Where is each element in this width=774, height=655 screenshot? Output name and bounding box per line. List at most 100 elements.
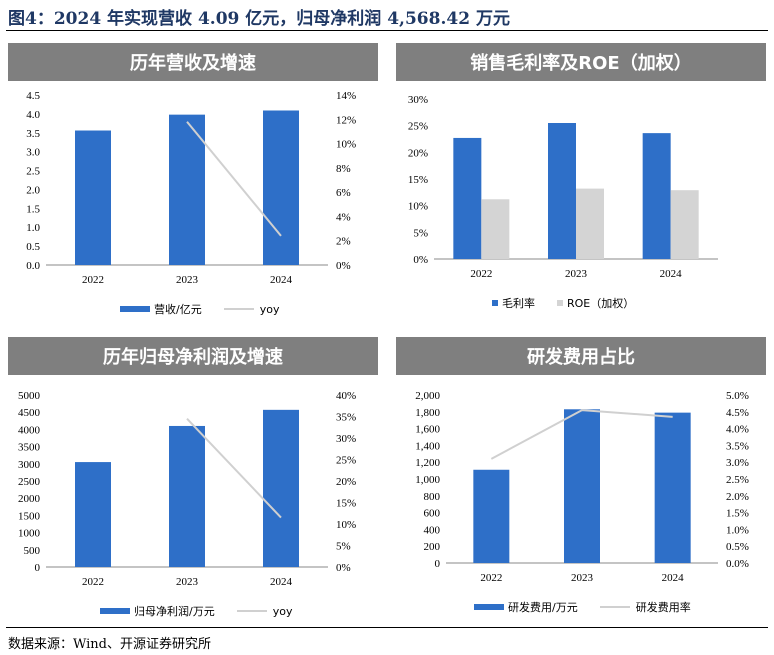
category-label: 2023 — [571, 572, 594, 584]
left-axis-tick-label: 4000 — [18, 424, 41, 436]
panel-revenue: 历年营收及增速 0.0 0.5 1.0 1.5 2.0 2.5 3.0 3.5 4.0 4.5 0%… — [8, 43, 380, 333]
left-axis-tick-label: 1,000 — [415, 474, 440, 486]
right-axis-tick-label: 0% — [336, 260, 351, 272]
right-axis-tick-label: 15% — [336, 498, 356, 510]
legend-label: 营收/亿元 — [154, 303, 202, 316]
right-axis-tick-label: 10% — [336, 519, 356, 531]
legend-swatch-bar — [474, 604, 504, 610]
category-label: 2022 — [82, 274, 104, 286]
legend: 营收/亿元 yoy — [120, 301, 301, 317]
left-axis-tick-label: 1.5 — [26, 203, 40, 215]
bar — [473, 469, 510, 563]
left-axis-tick-label: 15% — [408, 174, 428, 186]
right-axis-tick-label: 20% — [336, 476, 356, 488]
right-axis-tick-label: 1.5% — [726, 508, 749, 520]
left-axis-tick-label: 4.5 — [26, 90, 40, 102]
series-line — [490, 409, 673, 460]
left-axis-tick-label: 10% — [408, 201, 428, 213]
right-axis-tick-label: 8% — [336, 163, 351, 175]
right-axis-tick-label: 10% — [336, 139, 356, 151]
bar — [263, 110, 299, 265]
bar — [564, 409, 600, 563]
left-axis-tick-label: 2500 — [18, 476, 41, 488]
right-axis-tick-label: 4.5% — [726, 407, 749, 419]
left-axis-tick-label: 2.5 — [26, 166, 40, 178]
bar — [481, 199, 510, 259]
left-axis-tick-label: 4500 — [18, 407, 41, 419]
category-label: 2024 — [662, 572, 685, 584]
category-label: 2024 — [270, 274, 293, 286]
left-axis-tick-label: 5000 — [18, 390, 41, 402]
legend-label: 研发费用/万元 — [508, 601, 578, 614]
left-axis-tick-label: 1,600 — [415, 424, 440, 436]
bottom-rule — [6, 627, 768, 628]
bar — [75, 462, 111, 567]
legend-swatch-bar — [120, 306, 150, 312]
right-axis-tick-label: 25% — [336, 455, 356, 467]
panel-title: 历年营收及增速 — [8, 43, 378, 81]
left-axis-tick-label: 20% — [408, 147, 428, 159]
right-axis-tick-label: 3.5% — [726, 440, 749, 452]
left-axis-tick-label: 5% — [413, 227, 428, 239]
right-axis-tick-label: 5.0% — [726, 390, 749, 402]
right-axis-tick-label: 2.0% — [726, 491, 749, 503]
legend-label: yoy — [272, 604, 293, 618]
revenue-chart: 0.0 0.5 1.0 1.5 2.0 2.5 3.0 3.5 4.0 4.5 0% 2% 4% 6% 8%… — [26, 90, 356, 286]
left-axis-tick-label: 1.0 — [26, 222, 40, 234]
right-axis-tick-label: 6% — [336, 187, 351, 199]
rd-chart: 0 200 400 600 800 1,000 1,200 1,400 1,600 1,800 2,… — [415, 390, 749, 584]
right-axis-tick-label: 4% — [336, 211, 351, 223]
category-label: 2023 — [176, 576, 199, 588]
left-axis-tick-label: 500 — [24, 545, 41, 557]
left-axis-tick-label: 3.5 — [26, 128, 40, 140]
left-axis-tick-label: 1,400 — [415, 440, 440, 452]
left-axis-tick-label: 2.0 — [26, 184, 40, 196]
right-axis-tick-label: 1.0% — [726, 524, 749, 536]
left-axis-tick-label: 3500 — [18, 442, 41, 454]
right-axis-tick-label: 0% — [336, 562, 351, 574]
right-axis-tick-label: 2.5% — [726, 474, 749, 486]
legend-swatch-blue — [492, 300, 498, 306]
left-axis-tick-label: 600 — [424, 508, 441, 520]
left-axis-tick-label: 30% — [408, 94, 428, 106]
left-axis-tick-label: 25% — [408, 121, 428, 133]
right-axis-tick-label: 0.5% — [726, 541, 749, 553]
right-axis-tick-label: 40% — [336, 390, 356, 402]
panel-title: 研发费用占比 — [396, 337, 766, 375]
legend-swatch-line — [223, 308, 254, 310]
left-axis-tick-label: 200 — [424, 541, 441, 553]
bar — [654, 412, 691, 563]
top-rule — [6, 30, 768, 31]
right-axis-tick-label: 5% — [336, 541, 351, 553]
right-axis-tick-label: 30% — [336, 433, 356, 445]
bar — [453, 137, 482, 259]
category-label: 2024 — [660, 268, 683, 280]
right-axis-tick-label: 2% — [336, 236, 351, 248]
right-axis-tick-label: 35% — [336, 412, 356, 424]
bar — [75, 130, 111, 265]
series-line — [186, 121, 282, 237]
left-axis-tick-label: 0 — [35, 562, 41, 574]
left-axis-tick-label: 4.0 — [26, 109, 40, 121]
category-label: 2022 — [480, 572, 502, 584]
legend-label: yoy — [259, 302, 280, 316]
legend: 毛利率 ROE（加权） — [492, 295, 656, 311]
right-axis-tick-label: 4.0% — [726, 424, 749, 436]
net-profit-chart: 0 500 1000 1500 2000 2500 3000 3500 4000 4500 5000… — [18, 390, 356, 588]
bar — [169, 425, 205, 567]
series-line — [186, 417, 282, 519]
figure-title: 图4：2024 年实现营收 4.09 亿元，归母净利润 4,568.42 万元 — [8, 9, 510, 29]
left-axis-tick-label: 0.0 — [26, 260, 40, 272]
bar — [576, 188, 604, 259]
left-axis-tick-label: 1,200 — [415, 457, 440, 469]
legend-label: 毛利率 — [502, 297, 535, 310]
category-label: 2022 — [82, 576, 104, 588]
legend-swatch-line — [599, 606, 630, 608]
bar — [642, 133, 671, 259]
bar — [670, 190, 699, 259]
panel-rd: 研发费用占比 0 200 400 600 800 1,000 1,200 1,400 1,600… — [396, 337, 766, 627]
legend-label: 归母净利润/万元 — [134, 605, 215, 618]
legend: 归母净利润/万元 yoy — [100, 603, 314, 619]
left-axis-tick-label: 1000 — [18, 528, 41, 540]
category-label: 2024 — [270, 576, 293, 588]
